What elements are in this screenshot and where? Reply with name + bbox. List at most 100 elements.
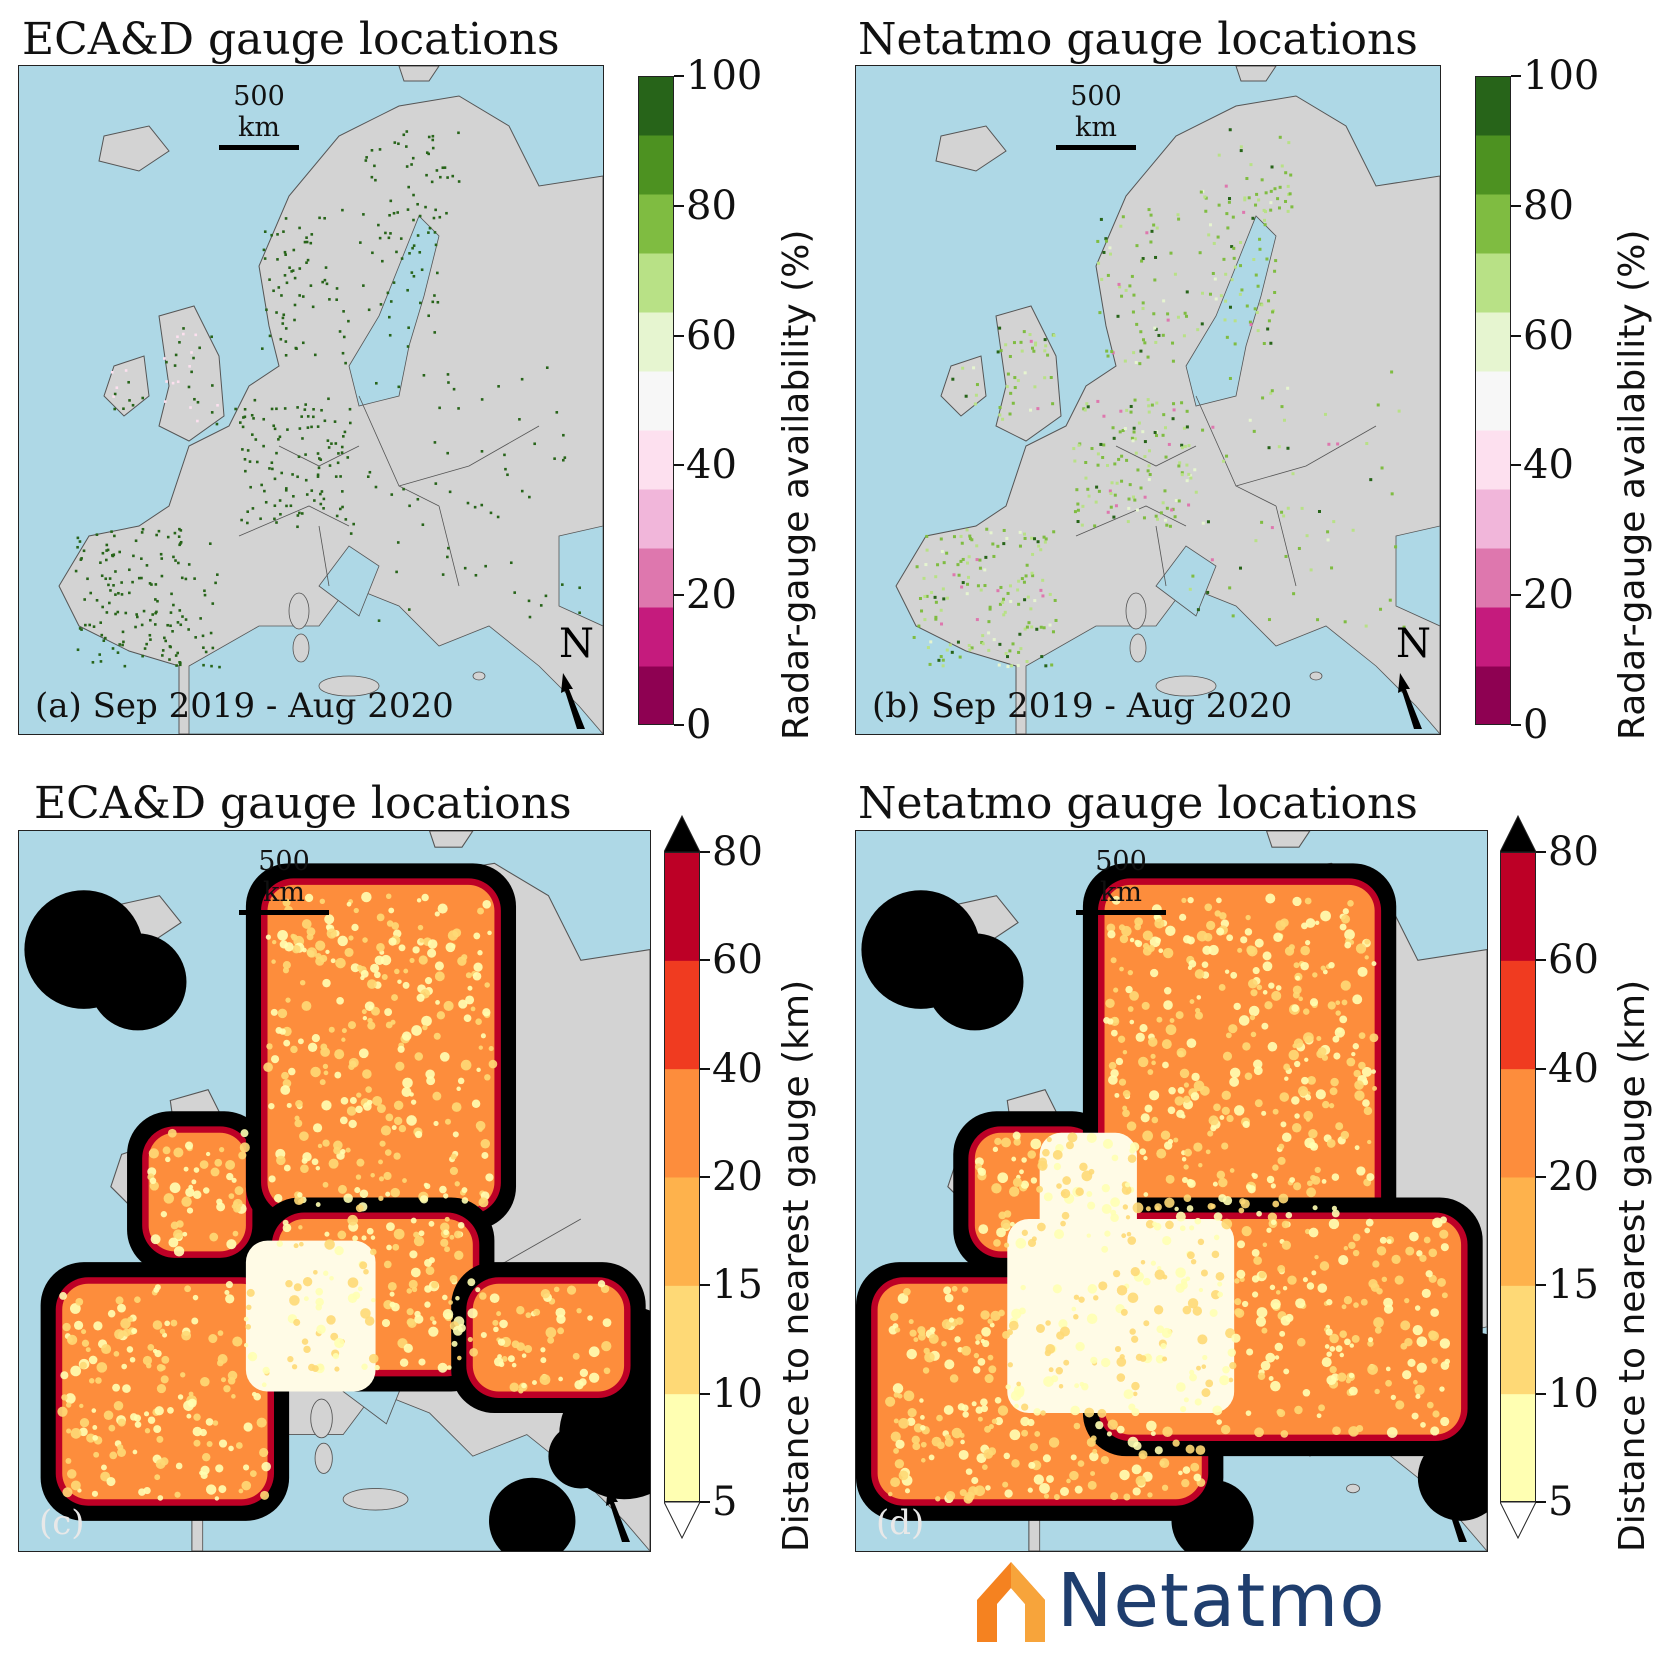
gauge-dot <box>1141 338 1145 342</box>
gauge-dot <box>996 589 1000 593</box>
gauge-dot <box>337 452 340 455</box>
gauge-dot <box>295 347 298 350</box>
gauge-distance-cell <box>364 1316 375 1326</box>
gauge-distance-cell <box>374 1364 380 1371</box>
gauge-dot <box>194 333 198 337</box>
gauge-distance-cell <box>499 1319 508 1329</box>
gauge-distance-cell <box>1183 1397 1189 1403</box>
gauge-dot <box>1025 660 1029 664</box>
gauge-distance-cell <box>226 1172 234 1181</box>
gauge-dot <box>292 248 296 252</box>
gauge-distance-cell <box>1126 1121 1137 1131</box>
gauge-distance-cell <box>1158 948 1164 954</box>
gauge-dot <box>1043 349 1047 353</box>
gauge-distance-cell <box>1209 1308 1218 1317</box>
gauge-distance-cell <box>1127 969 1134 976</box>
gauge-dot <box>1267 319 1271 323</box>
gauge-distance-cell <box>472 971 482 981</box>
gauge-distance-cell <box>1294 1113 1300 1119</box>
gauge-distance-cell <box>362 1015 368 1021</box>
gauge-dot <box>243 407 247 411</box>
gauge-distance-cell <box>1204 903 1213 912</box>
gauge-distance-cell <box>1019 1169 1024 1175</box>
gauge-distance-cell <box>451 1102 462 1112</box>
gauge-dot <box>1221 459 1225 463</box>
gauge-distance-cell <box>547 1336 555 1344</box>
gauge-distance-cell <box>987 1318 993 1324</box>
gauge-dot <box>1269 208 1273 212</box>
gauge-distance-cell <box>1144 1104 1153 1113</box>
gauge-distance-cell <box>1053 1494 1060 1500</box>
gauge-dot <box>311 305 315 309</box>
gauge-dot <box>1110 350 1114 354</box>
gauge-dot <box>116 651 120 654</box>
gauge-distance-cell <box>1432 1217 1443 1229</box>
gauge-distance-cell <box>987 1354 994 1361</box>
gauge-dot <box>277 286 281 289</box>
gauge-dot <box>1031 552 1035 556</box>
gauge-distance-cell <box>1289 1177 1296 1183</box>
gauge-distance-cell <box>1300 945 1310 956</box>
gauge-distance-cell <box>1304 1057 1309 1062</box>
gauge-dot <box>76 536 80 540</box>
gauge-distance-cell <box>69 1303 81 1314</box>
gauge-distance-cell <box>1233 1105 1245 1116</box>
gauge-distance-cell <box>1383 1304 1394 1314</box>
gauge-dot <box>1238 566 1242 570</box>
gauge-dot <box>1036 407 1040 411</box>
gauge-distance-cell <box>295 1099 303 1108</box>
gauge-dot <box>204 650 208 654</box>
gauge-dot <box>313 353 317 357</box>
gauge-dot <box>425 173 428 177</box>
gauge-dot <box>1105 239 1109 243</box>
gauge-dot <box>457 407 460 410</box>
gauge-dot <box>1099 217 1103 221</box>
colorbar-tick <box>700 851 710 853</box>
gauge-dot <box>273 517 276 521</box>
colorbar-tick <box>1511 724 1521 726</box>
gauge-distance-cell <box>304 893 314 903</box>
gauge-dot <box>1046 353 1050 357</box>
gauge-dot <box>199 617 202 620</box>
gauge-distance-cell <box>452 1325 463 1336</box>
colorbar-tick-label: 5 <box>1548 1479 1574 1525</box>
gauge-distance-cell <box>421 1015 432 1027</box>
gauge-dot <box>381 259 384 263</box>
gauge-dot <box>140 623 144 627</box>
gauge-distance-cell <box>936 1414 943 1422</box>
gauge-distance-cell <box>1150 1431 1156 1437</box>
gauge-dot <box>1118 285 1122 289</box>
gauge-dot <box>109 589 112 592</box>
gauge-dot <box>1222 257 1226 261</box>
gauge-distance-cell <box>330 958 336 964</box>
gauge-distance-cell <box>1122 1204 1129 1210</box>
gauge-distance-cell <box>1069 1470 1079 1481</box>
gauge-distance-cell <box>1266 1175 1275 1184</box>
gauge-distance-cell <box>443 1000 454 1011</box>
gauge-distance-cell <box>192 1190 202 1199</box>
gauge-dot <box>335 514 339 518</box>
gauge-dot <box>168 645 172 648</box>
gauge-distance-cell <box>283 1164 291 1172</box>
gauge-dot <box>377 223 380 227</box>
gauge-distance-cell <box>471 1099 481 1108</box>
period-label: (c) <box>39 1503 85 1543</box>
gauge-dot <box>1125 458 1129 462</box>
gauge-dot <box>99 621 103 624</box>
gauge-dot <box>148 582 152 585</box>
gauge-distance-cell <box>417 924 424 931</box>
gauge-dot <box>145 564 149 567</box>
gauge-distance-cell <box>1356 1166 1366 1176</box>
colorbar-tick-label: 20 <box>1548 1154 1599 1200</box>
gauge-distance-cell <box>1294 1060 1301 1068</box>
gauge-dot <box>388 213 391 217</box>
gauge-distance-cell <box>1155 937 1161 944</box>
gauge-distance-cell <box>1274 1355 1280 1360</box>
gauge-distance-cell <box>1306 1282 1315 1290</box>
gauge-distance-cell <box>1011 1459 1020 1468</box>
gauge-distance-cell <box>416 993 425 1002</box>
gauge-distance-cell <box>301 919 312 929</box>
gauge-distance-cell <box>1430 1426 1440 1436</box>
gauge-dot <box>1228 586 1232 590</box>
gauge-distance-cell <box>1176 1047 1187 1058</box>
